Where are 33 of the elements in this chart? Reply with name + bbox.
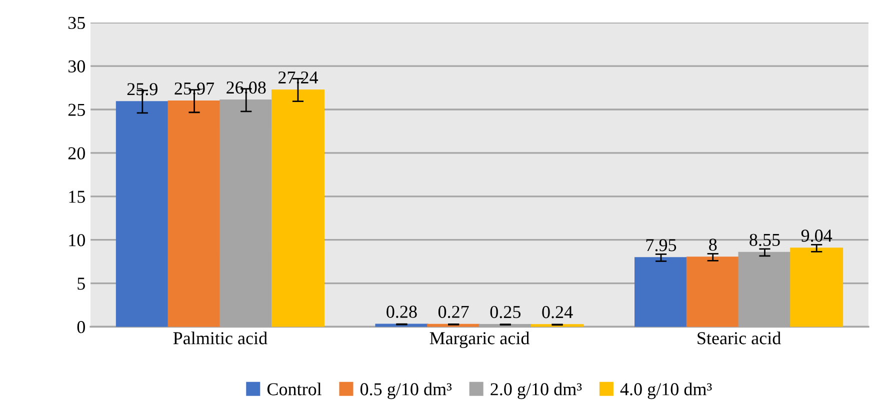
x-tick-label: Palmitic acid (173, 332, 268, 344)
bar (271, 89, 324, 327)
bar (790, 248, 844, 327)
data-label: 26.08 (226, 81, 266, 94)
y-tick-label: 25 (68, 104, 85, 116)
y-tick-label: 5 (78, 278, 85, 290)
x-tick-label: Stearic acid (698, 332, 781, 344)
bar (116, 101, 169, 327)
data-label: 0.27 (438, 306, 469, 318)
y-tick-label: 15 (69, 190, 85, 203)
y-tick-label: 35 (68, 16, 85, 30)
data-label: 25.97 (174, 82, 214, 95)
data-label: 8.55 (750, 234, 780, 246)
data-label: 0.25 (490, 306, 521, 318)
data-label: 27.24 (278, 71, 318, 84)
y-tick-label: 0 (77, 321, 85, 334)
y-tick-label: 10 (69, 234, 85, 246)
data-label: 25.9 (127, 83, 158, 96)
data-label: 0.28 (386, 306, 417, 318)
data-label: 7.95 (646, 239, 676, 252)
data-label: 9.04 (801, 230, 832, 242)
x-tick-label: Margaric acid (430, 332, 530, 348)
data-label: 8 (709, 238, 717, 251)
data-label: 0.24 (542, 306, 573, 318)
bar (168, 100, 221, 327)
legend-label: Control (267, 382, 322, 396)
legend-label: 2.0 g/10 dm³ (490, 382, 582, 400)
bar (634, 257, 688, 327)
y-tick-label: 20 (68, 147, 85, 160)
bar (686, 256, 740, 327)
legend-label: 4.0 g/10 dm³ (620, 382, 712, 400)
y-tick-label: 30 (68, 60, 85, 72)
legend-label: 0.5 g/10 dm³ (360, 382, 452, 400)
